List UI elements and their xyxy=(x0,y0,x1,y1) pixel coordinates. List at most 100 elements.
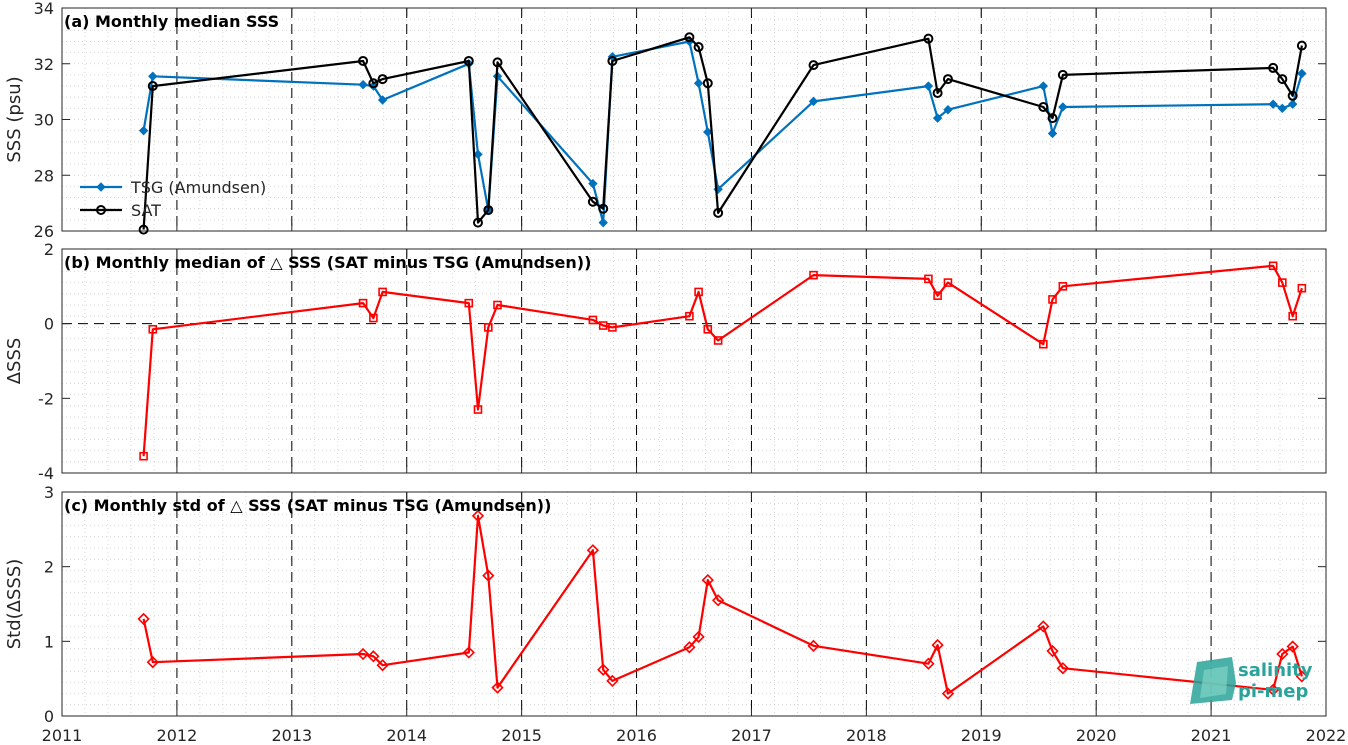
panel-title: (c) Monthly std of △ SSS (SAT minus TSG … xyxy=(64,496,551,515)
series-line xyxy=(142,264,1303,457)
data-point xyxy=(588,315,598,325)
data-point xyxy=(1295,670,1309,683)
data-point xyxy=(464,298,474,308)
data-point xyxy=(1267,683,1280,696)
data-point xyxy=(586,544,600,557)
y-tick-label: 0 xyxy=(44,315,54,334)
legend-swatch-marker xyxy=(96,182,106,192)
legend-swatch-marker xyxy=(96,205,106,215)
x-tick-label: 2012 xyxy=(157,726,198,745)
minor-grid xyxy=(61,248,1327,474)
y-tick-label: 28 xyxy=(34,166,54,185)
data-point xyxy=(598,321,608,330)
axes-frame xyxy=(61,248,1327,474)
legend-entry: TSG (Amundsen) xyxy=(130,178,266,197)
data-point xyxy=(931,638,944,652)
data-point xyxy=(1277,74,1288,85)
data-point xyxy=(369,313,378,323)
panel-title: (a) Monthly median SSS xyxy=(64,12,279,31)
year-dash-lines xyxy=(176,492,1212,716)
data-point xyxy=(1276,647,1289,661)
salinity-pimep-logo: salinity pi-mep xyxy=(1190,657,1313,704)
data-point xyxy=(463,55,474,66)
series-1 xyxy=(137,509,1309,700)
x-tick-label: 2021 xyxy=(1191,726,1232,745)
data-point xyxy=(462,646,475,659)
y-tick-label: -2 xyxy=(38,389,54,408)
logo-line2: pi-mep xyxy=(1238,681,1308,702)
year-dash-lines xyxy=(176,249,1212,473)
y-tick-label: 30 xyxy=(34,111,54,130)
data-point xyxy=(138,125,149,136)
logo-mark-shade-icon xyxy=(1200,666,1228,698)
data-point xyxy=(1287,99,1298,109)
data-point xyxy=(923,33,934,44)
data-point xyxy=(491,681,504,694)
data-point xyxy=(941,687,955,700)
data-point xyxy=(483,205,494,216)
data-point xyxy=(1056,662,1069,675)
data-point xyxy=(378,287,387,297)
data-point xyxy=(933,291,942,300)
data-point xyxy=(1268,99,1278,109)
data-point xyxy=(587,196,598,207)
data-point xyxy=(1297,283,1307,293)
logo-line1: salinity xyxy=(1238,660,1313,681)
y-tick-label: 2 xyxy=(44,240,54,259)
data-point xyxy=(147,81,158,92)
y-tick-label: 26 xyxy=(34,222,54,241)
data-point xyxy=(1047,113,1058,124)
data-point xyxy=(1039,339,1048,349)
data-point xyxy=(1278,278,1287,287)
data-point xyxy=(684,32,695,43)
series-1 xyxy=(138,36,1307,228)
data-point xyxy=(1037,620,1050,633)
data-point xyxy=(588,178,598,189)
data-point xyxy=(1268,62,1279,73)
x-tick-label: 2017 xyxy=(731,726,772,745)
data-point xyxy=(608,323,617,332)
data-point xyxy=(932,88,943,99)
data-point xyxy=(471,509,485,523)
data-point xyxy=(139,451,148,461)
panel-title: (b) Monthly median of △ SSS (SAT minus T… xyxy=(64,253,591,272)
data-point xyxy=(809,270,818,280)
x-tick-label: 2019 xyxy=(961,726,1002,745)
data-point xyxy=(713,336,723,345)
panel-2: -4 -2 0 2 ΔSSS (b) Monthly median of △ SSS (S… xyxy=(4,240,1327,483)
x-tick-label: 2022 xyxy=(1306,726,1347,745)
y-tick-label: 2 xyxy=(44,558,54,577)
series-1 xyxy=(139,261,1307,461)
x-tick-label: 2018 xyxy=(846,726,887,745)
data-point xyxy=(1058,102,1068,112)
data-point xyxy=(711,594,725,607)
data-point xyxy=(148,71,158,82)
data-point xyxy=(1268,261,1278,271)
data-point xyxy=(377,74,388,85)
y-axis-label: Std(ΔSSS) xyxy=(4,559,25,650)
data-point xyxy=(1287,90,1298,101)
y-axis-label: ΔSSS xyxy=(4,338,25,385)
data-point xyxy=(1286,640,1299,653)
y-tick-label: 1 xyxy=(44,632,54,651)
data-point xyxy=(685,311,694,321)
data-point xyxy=(598,217,608,228)
y-tick-label: 32 xyxy=(34,55,54,74)
data-point xyxy=(493,300,502,310)
data-point xyxy=(1296,40,1307,51)
panel-1: 26 28 30 32 34 SSS (psu) (a) Monthly median SS… xyxy=(4,0,1327,241)
data-point xyxy=(1038,101,1049,112)
data-point xyxy=(1046,644,1059,658)
data-point xyxy=(693,42,704,53)
data-point xyxy=(1297,68,1307,79)
series-2 xyxy=(138,32,1307,235)
x-tick-label: 2011 xyxy=(42,726,83,745)
data-point xyxy=(808,96,819,107)
data-point xyxy=(356,647,370,661)
y-tick-label: 34 xyxy=(34,0,54,18)
data-point xyxy=(367,650,380,663)
data-point xyxy=(808,60,819,71)
y-tick-label: 0 xyxy=(44,707,54,726)
axes-frame xyxy=(61,491,1327,717)
